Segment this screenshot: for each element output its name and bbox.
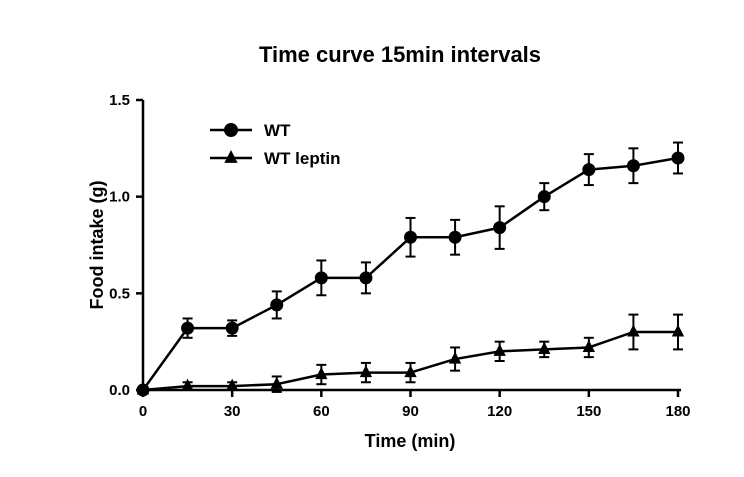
circle-legend-marker	[224, 123, 238, 137]
legend-label: WT leptin	[264, 149, 340, 168]
y-axis-label: Food intake (g)	[87, 181, 107, 310]
circle-marker	[493, 221, 507, 235]
y-tick-label: 0.5	[109, 285, 130, 302]
circle-marker	[225, 321, 239, 335]
triangle-marker	[359, 365, 373, 378]
circle-marker	[359, 271, 373, 285]
series-line	[141, 156, 679, 391]
triangle-marker	[315, 367, 328, 380]
x-tick-label: 120	[487, 403, 512, 420]
y-tick-label: 1.0	[109, 189, 130, 206]
series-wt	[136, 141, 685, 397]
triangle-marker	[136, 382, 150, 395]
triangle-marker	[671, 324, 685, 337]
circle-marker	[582, 163, 596, 177]
x-tick-label: 30	[224, 403, 241, 420]
circle-marker	[671, 151, 685, 165]
triangle-marker	[225, 378, 239, 391]
circle-marker	[270, 298, 284, 312]
x-tick-label: 180	[665, 403, 690, 420]
x-tick-label: 0	[139, 403, 147, 420]
x-axis-label: Time (min)	[365, 431, 456, 451]
triangle-marker	[493, 343, 506, 356]
y-tick-label: 1.5	[109, 92, 130, 109]
legend-label: WT	[264, 121, 291, 140]
chart-title: Time curve 15min intervals	[259, 42, 541, 67]
triangle-marker	[448, 351, 462, 364]
y-tick-label: 0.0	[109, 382, 130, 399]
triangle-legend-marker	[224, 150, 238, 163]
triangle-marker	[404, 365, 417, 378]
series-wt-leptin	[136, 313, 685, 395]
circle-marker	[404, 230, 417, 244]
x-tick-label: 90	[402, 403, 419, 420]
legend-item: WT leptin	[210, 149, 340, 168]
x-tick-label: 150	[576, 403, 601, 420]
legend: WT WT leptin	[210, 121, 340, 168]
circle-marker	[626, 159, 640, 173]
triangle-marker	[181, 378, 194, 391]
plot-area: 0 30 60 90 120 150 180 0.0 0.5 1.0 1.5	[109, 92, 690, 420]
circle-marker	[448, 230, 462, 244]
x-tick-label: 60	[313, 403, 330, 420]
circle-marker	[537, 190, 551, 204]
legend-item: WT	[210, 121, 291, 140]
triangle-marker	[582, 339, 596, 353]
triangle-marker	[538, 341, 551, 354]
circle-marker	[314, 271, 328, 285]
triangle-marker	[270, 376, 283, 389]
triangle-marker	[627, 324, 640, 337]
circle-marker	[181, 321, 195, 335]
